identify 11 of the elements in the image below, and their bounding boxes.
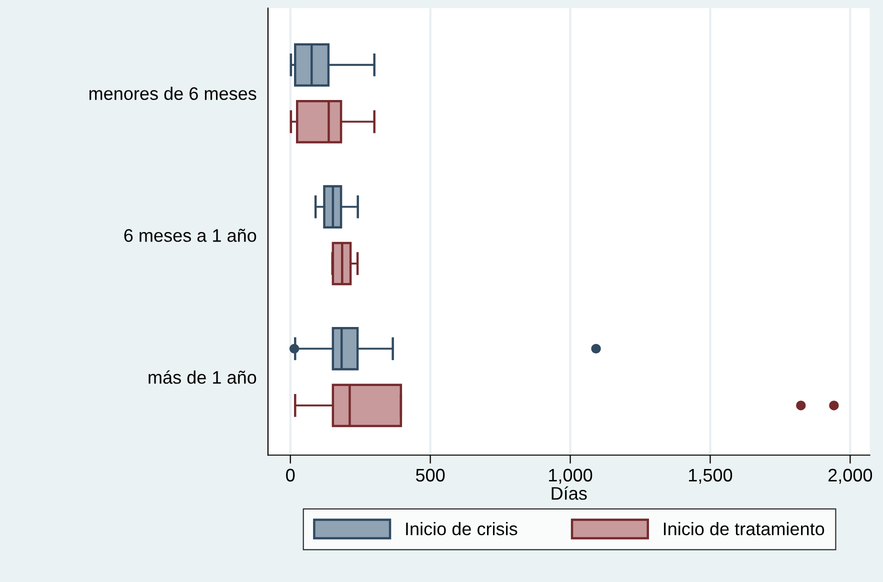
- x-tick-label: 1,000: [549, 468, 592, 484]
- legend-label: Inicio de tratamiento: [664, 522, 824, 536]
- x-tick-label: 500: [416, 468, 445, 482]
- x-axis-title: Días: [552, 486, 587, 500]
- y-tick-label: 6 meses a 1 año: [124, 228, 256, 242]
- legend-label: Inicio de crisis: [406, 522, 518, 536]
- x-tick-label: 1,500: [689, 468, 732, 484]
- y-tick-label: menores de 6 meses: [89, 86, 256, 100]
- x-tick-label: 0: [286, 468, 295, 482]
- y-tick-label: más de 1 año: [148, 370, 256, 384]
- x-tick-label: 2,000: [828, 468, 872, 484]
